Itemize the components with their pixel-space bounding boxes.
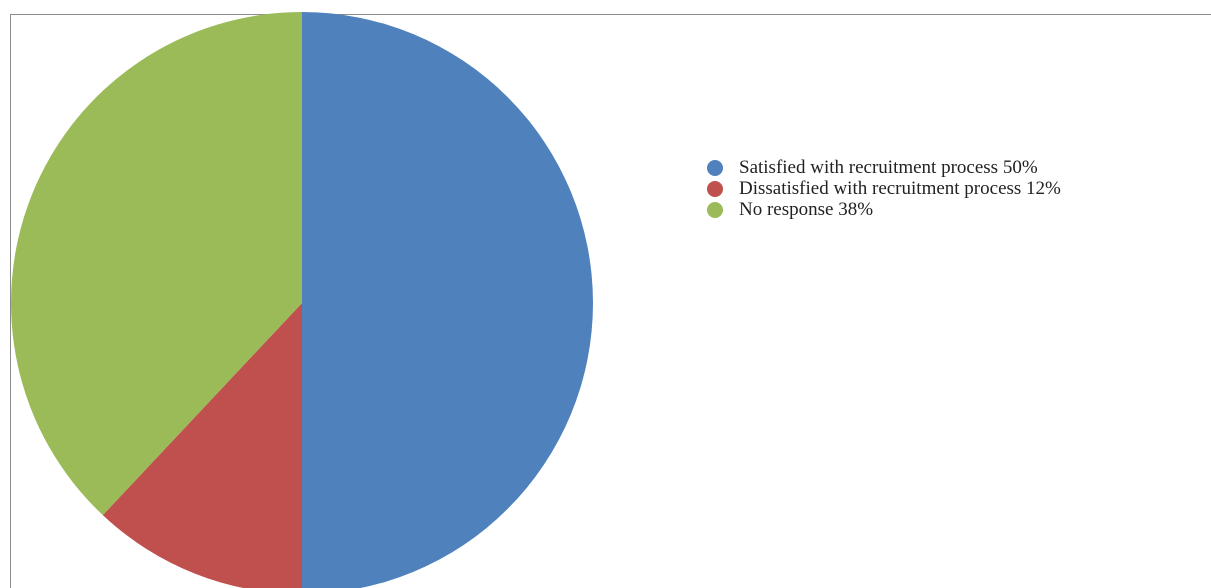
chart-frame	[10, 14, 1211, 588]
legend-marker-satisfied	[707, 159, 723, 176]
pie-slice-no-response	[10, 12, 303, 516]
pie-slice-dissatisfied	[102, 303, 302, 588]
legend-item-no-response: No response 38%	[707, 199, 1061, 220]
legend-item-satisfied: Satisfied with recruitment process 50%	[707, 157, 1061, 178]
pie-slices	[10, 12, 593, 588]
legend-label-satisfied: Satisfied with recruitment process 50%	[739, 157, 1038, 178]
legend-label-no-response: No response 38%	[739, 199, 874, 220]
legend-item-dissatisfied: Dissatisfied with recruitment process 12…	[707, 178, 1061, 199]
legend-marker-dissatisfied	[707, 180, 723, 197]
legend-marker-no-response	[707, 201, 723, 218]
legend-label-dissatisfied: Dissatisfied with recruitment process 12…	[739, 178, 1061, 199]
legend: Satisfied with recruitment process 50% D…	[707, 157, 1061, 220]
pie-slice-satisfied	[302, 12, 593, 588]
